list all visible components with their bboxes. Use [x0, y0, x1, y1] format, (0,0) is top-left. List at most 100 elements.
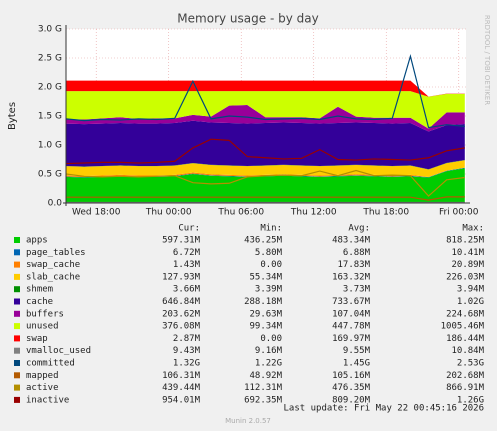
legend-value: 163.32M: [332, 272, 371, 282]
legend-label: shmem: [26, 285, 53, 295]
area: [66, 168, 465, 203]
y-tick-label: 0.5 G: [38, 170, 62, 180]
chart-title: Memory usage - by day: [177, 12, 318, 26]
legend-swatch: [14, 237, 20, 243]
legend-label: cache: [26, 297, 53, 307]
legend-swatch: [14, 396, 20, 403]
legend-label: vmalloc_used: [26, 346, 91, 356]
legend-value: 10.84M: [451, 346, 484, 356]
legend-value: 3.66M: [173, 285, 201, 295]
legend-value: 226.03M: [446, 272, 485, 282]
legend-value: 439.44M: [162, 383, 201, 393]
legend-value: 6.88M: [343, 248, 371, 258]
legend-swatch: [14, 384, 20, 391]
legend-header: Avg:: [348, 224, 370, 234]
legend-value: 224.68M: [446, 309, 485, 319]
legend-value: 0.00: [260, 334, 282, 344]
legend-swatch: [14, 298, 20, 305]
legend-value: 0.00: [260, 260, 282, 270]
legend-value: 48.92M: [249, 371, 282, 381]
legend-value: 186.44M: [446, 334, 485, 344]
legend-value: 203.62M: [162, 309, 201, 319]
area: [66, 91, 465, 129]
legend-value: 10.41M: [451, 248, 484, 258]
legend-label: slab_cache: [26, 272, 80, 282]
legend-value: 5.80M: [255, 248, 283, 258]
legend-swatch: [14, 286, 20, 293]
legend-value: 9.16M: [255, 346, 283, 356]
x-tick-label: Thu 18:00: [362, 208, 409, 218]
legend-value: 105.16M: [332, 371, 371, 381]
y-tick-label: 2.5 G: [38, 54, 62, 64]
x-tick-label: Thu 00:00: [145, 208, 192, 218]
legend-value: 17.83M: [337, 260, 370, 270]
line: [65, 138, 465, 165]
legend-value: 107.04M: [332, 309, 371, 319]
legend-value: 202.68M: [446, 371, 485, 381]
legend-value: 55.34M: [249, 272, 282, 282]
legend-header: Max:: [462, 224, 484, 234]
x-tick-label: Thu 06:00: [217, 208, 264, 218]
legend-value: 20.89M: [451, 260, 484, 270]
legend-value: 112.31M: [244, 383, 283, 393]
legend-label: buffers: [26, 309, 64, 319]
x-tick-label: Thu 12:00: [290, 208, 337, 218]
legend-value: 1.43M: [173, 260, 201, 270]
legend-value: 1.45G: [343, 359, 370, 369]
area: [66, 120, 465, 170]
legend-swatch: [14, 323, 20, 330]
legend-swatch: [14, 249, 20, 256]
legend-value: 1.02G: [457, 297, 484, 307]
x-tick-label: Fri 00:00: [439, 208, 479, 218]
legend-label: active: [26, 383, 59, 393]
legend-value: 447.78M: [332, 322, 371, 332]
legend-swatch: [14, 273, 20, 280]
y-tick-label: 1.5 G: [38, 112, 62, 122]
legend-value: 2.87M: [173, 334, 201, 344]
legend-header: Cur:: [178, 224, 200, 234]
legend-value: 9.43M: [173, 346, 201, 356]
y-tick-label: 2.0 G: [38, 83, 62, 93]
y-tick-label: 1.0 G: [38, 141, 62, 151]
legend-value: 809.20M: [332, 395, 371, 405]
legend-label: mapped: [26, 371, 59, 381]
area: [66, 167, 465, 178]
footer: Last update: Fri May 22 00:45:16 2026: [284, 404, 484, 414]
legend-value: 1.22G: [255, 359, 282, 369]
y-tick-label: 3.0 G: [38, 25, 62, 35]
legend-value: 3.94M: [457, 285, 485, 295]
y-tick-label: 0.0: [48, 199, 63, 209]
legend-value: 1005.46M: [441, 322, 485, 332]
legend-value: 818.25M: [446, 236, 485, 246]
legend-value: 1.32G: [173, 359, 200, 369]
legend-label: apps: [26, 236, 48, 246]
area: [66, 105, 465, 132]
legend-value: 9.55M: [343, 346, 371, 356]
legend-swatch: [14, 347, 20, 354]
legend-swatch: [14, 261, 20, 268]
y-axis-label: Bytes: [7, 102, 18, 130]
legend-value: 1.26G: [457, 395, 484, 405]
legend-value: 646.84M: [162, 297, 201, 307]
legend-value: 3.39M: [255, 285, 283, 295]
legend-value: 597.31M: [162, 236, 201, 246]
legend-value: 288.18M: [244, 297, 283, 307]
area: [66, 159, 465, 170]
legend-swatch: [14, 310, 20, 317]
legend-value: 436.25M: [244, 236, 283, 246]
legend-value: 127.93M: [162, 272, 201, 282]
legend-swatch: [14, 360, 20, 366]
legend-value: 483.34M: [332, 236, 371, 246]
x-tick-label: Wed 18:00: [72, 208, 121, 218]
legend-value: 99.34M: [249, 322, 282, 332]
legend-value: 476.35M: [332, 383, 371, 393]
legend-label: committed: [26, 359, 75, 369]
legend-value: 733.67M: [332, 297, 371, 307]
legend-label: page_tables: [26, 248, 86, 258]
legend-value: 2.53G: [457, 359, 484, 369]
legend-value: 29.63M: [249, 309, 282, 319]
legend-value: 169.97M: [332, 334, 371, 344]
legend-label: swap: [26, 334, 48, 344]
legend-value: 376.08M: [162, 322, 201, 332]
legend-value: 106.31M: [162, 371, 201, 381]
